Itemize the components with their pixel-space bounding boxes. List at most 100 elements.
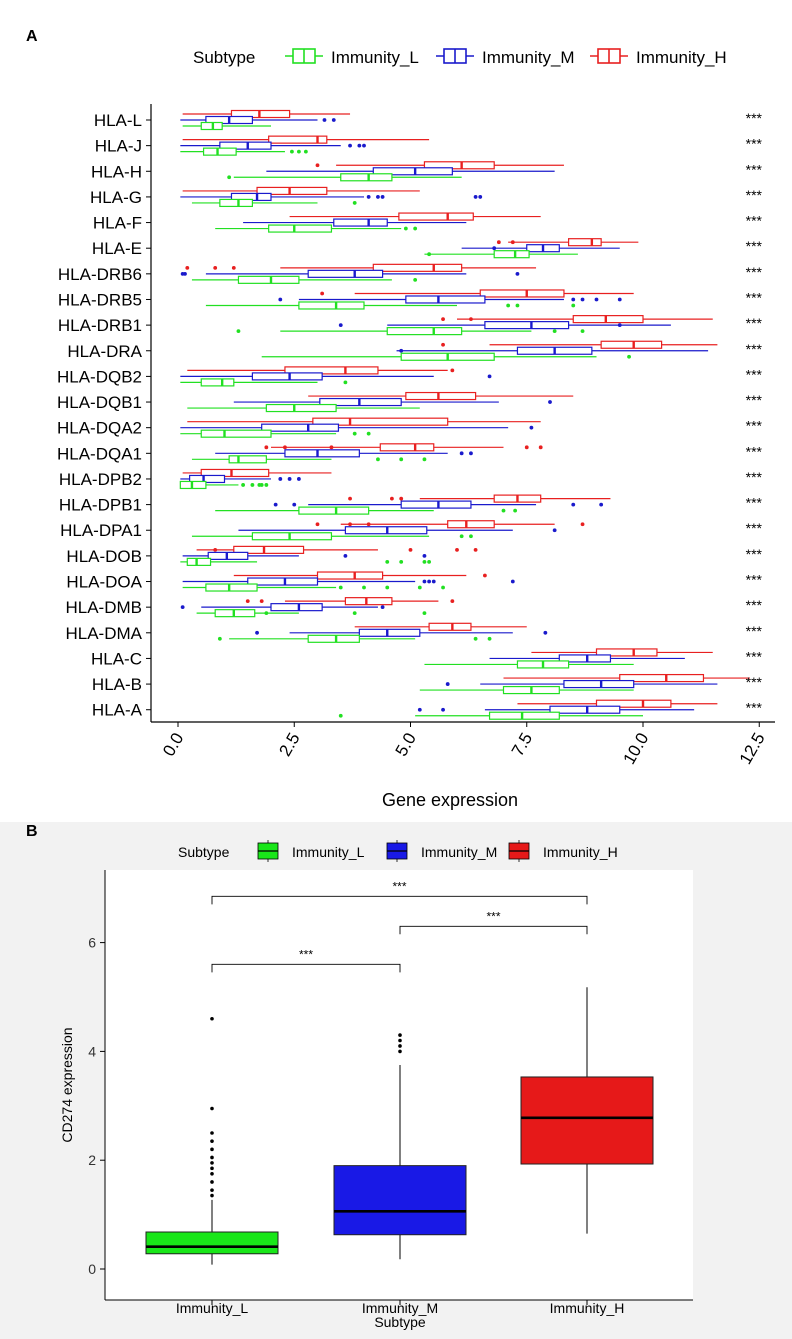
box-body <box>200 429 272 438</box>
significance-label: *** <box>746 213 763 229</box>
panel-b-letter: B <box>26 823 38 840</box>
outlier-point <box>362 585 366 590</box>
outlier-point <box>515 271 520 276</box>
legend-key-immunity-m <box>436 48 474 64</box>
outlier-point <box>303 149 308 154</box>
panel-b-comparisons: *** *** *** <box>211 879 588 973</box>
x-tick-label: 0.0 <box>159 730 187 760</box>
x-tick-label: 10.0 <box>619 730 652 768</box>
box-hla-dqa2-m <box>180 423 534 432</box>
outlier-point <box>469 451 473 456</box>
box-body <box>270 603 323 612</box>
panel-a-letter: A <box>26 28 38 45</box>
outlier-point <box>185 265 190 270</box>
x-tick-label-immunity-h: Immunity_H <box>550 1300 625 1316</box>
box-hla-drb5-m <box>278 295 622 304</box>
box-hla-drb1-h <box>441 315 713 324</box>
y-tick-label-hla-g: HLA-G <box>90 188 142 207</box>
box-hla-drb1-m <box>338 321 671 330</box>
box-hla-dqb2-h <box>187 366 455 375</box>
box-body <box>558 654 612 663</box>
box-body <box>200 468 270 478</box>
comparison-label: *** <box>299 947 313 961</box>
outlier-point <box>264 483 269 487</box>
comparison-bracket <box>211 963 401 973</box>
box-immunity-m <box>333 1033 467 1260</box>
box-hla-dpb2-l <box>179 480 269 490</box>
comparison-0-2: *** <box>211 879 588 905</box>
significance-label: *** <box>746 418 763 434</box>
outlier-point <box>506 303 511 308</box>
box-hla-b-m <box>445 679 718 689</box>
box-body <box>379 443 435 452</box>
y-tick-label-hla-h: HLA-H <box>91 162 142 181</box>
outlier-point <box>515 303 520 308</box>
significance-label: *** <box>746 597 763 613</box>
outlier-point <box>548 400 552 404</box>
box-immunity-l <box>145 1016 279 1265</box>
box-body <box>493 250 530 259</box>
outlier-point <box>422 553 427 558</box>
box-hla-dra-m <box>396 346 709 355</box>
panel-b-x-ticks: Immunity_L Immunity_M Immunity_H <box>176 1300 625 1316</box>
outlier-point <box>427 559 431 564</box>
outlier-point <box>259 483 264 487</box>
box-body <box>200 378 235 387</box>
significance-label: *** <box>746 264 763 280</box>
box-body <box>563 679 635 689</box>
outlier-point <box>210 1180 214 1184</box>
outlier-point <box>329 445 334 450</box>
box-body <box>233 545 305 554</box>
box-immunity-h <box>520 987 654 1234</box>
outlier-point <box>580 297 585 302</box>
y-tick-label-hla-drb5: HLA-DRB5 <box>58 290 142 309</box>
outlier-point <box>398 1038 402 1043</box>
box-hla-a-l <box>338 711 643 720</box>
box-hla-dqa2-l <box>180 429 371 438</box>
outlier-point <box>264 445 269 450</box>
y-tick-label-hla-dob: HLA-DOB <box>66 547 142 566</box>
outlier-point <box>390 496 394 501</box>
outlier-point <box>398 1033 402 1037</box>
box-body <box>247 577 319 586</box>
box-hla-j-l <box>180 147 308 156</box>
box-body <box>256 186 328 196</box>
significance-label: *** <box>746 700 763 716</box>
box-hla-dpa1-l <box>191 532 473 541</box>
outlier-point <box>380 605 385 610</box>
y-tick-label: 0 <box>88 1261 96 1277</box>
box-body <box>145 1231 279 1255</box>
outlier-point <box>264 611 269 616</box>
box-body <box>251 532 333 541</box>
box-body <box>284 449 360 458</box>
outlier-point <box>385 559 390 564</box>
outlier-point <box>352 431 357 436</box>
box-body <box>312 417 449 426</box>
outlier-point <box>348 496 352 501</box>
outlier-point <box>322 118 327 122</box>
box-hla-dob-m <box>182 551 427 560</box>
box-body <box>520 1076 654 1165</box>
significance-label: *** <box>746 546 763 562</box>
outlier-point <box>348 522 352 527</box>
box-hla-a-m <box>417 705 695 714</box>
outlier-point <box>422 457 427 462</box>
box-hla-c-h <box>531 648 713 657</box>
outlier-point <box>441 585 445 590</box>
box-hla-e-l <box>424 250 578 259</box>
box-hla-j-h <box>182 135 430 144</box>
y-tick-label-hla-dmb: HLA-DMB <box>65 598 142 617</box>
outlier-point <box>594 297 599 302</box>
outlier-point <box>210 1155 214 1160</box>
outlier-point <box>210 1161 214 1165</box>
outlier-point <box>250 483 255 487</box>
box-hla-dpb1-m <box>273 500 604 509</box>
panel-b-y-axis-label: CD274 expression <box>59 1027 75 1142</box>
outlier-point <box>352 201 357 205</box>
legend-label-b-immunity-m: Immunity_M <box>421 844 497 860</box>
box-body <box>488 711 560 720</box>
outlier-point <box>210 1139 214 1143</box>
significance-label: *** <box>746 136 763 152</box>
box-body <box>386 327 463 336</box>
outlier-point <box>210 1131 214 1135</box>
